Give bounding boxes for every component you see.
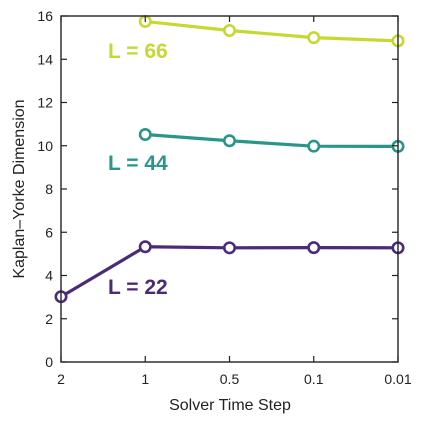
x-tick-label: 0.5	[220, 371, 240, 387]
series-line	[145, 132, 399, 148]
x-tick-label: 2	[57, 371, 65, 387]
y-tick-label: 0	[45, 354, 53, 370]
y-tick-label: 2	[45, 311, 53, 327]
data-point	[223, 241, 237, 255]
plot-frame	[60, 15, 399, 363]
series-line	[145, 19, 399, 43]
series-label: L = 66	[108, 40, 168, 63]
y-tick-label: 14	[37, 51, 53, 67]
series-label: L = 22	[108, 276, 168, 299]
data-point	[223, 134, 237, 148]
y-tick-label: 10	[37, 138, 53, 154]
plot-area: L = 66 L = 44 L = 22	[54, 14, 405, 304]
x-tick-label: 0.1	[304, 371, 324, 387]
y-axis-title: Kaplan–Yorke Dimension	[11, 99, 28, 278]
x-axis-title: Solver Time Step	[169, 397, 291, 414]
y-tick-label: 8	[45, 181, 53, 197]
data-point	[307, 241, 321, 255]
data-point	[307, 139, 321, 153]
data-point	[307, 31, 321, 45]
data-point	[138, 240, 152, 254]
series-label: L = 44	[108, 152, 168, 175]
data-point	[138, 128, 152, 142]
x-tick-label: 1	[141, 371, 149, 387]
y-tick-label: 16	[37, 8, 53, 24]
data-point	[223, 23, 237, 37]
x-tick-label: 0.01	[384, 371, 411, 387]
y-tick-label: 6	[45, 224, 53, 240]
y-tick-label: 4	[45, 268, 53, 284]
y-tick-label: 12	[37, 95, 53, 111]
